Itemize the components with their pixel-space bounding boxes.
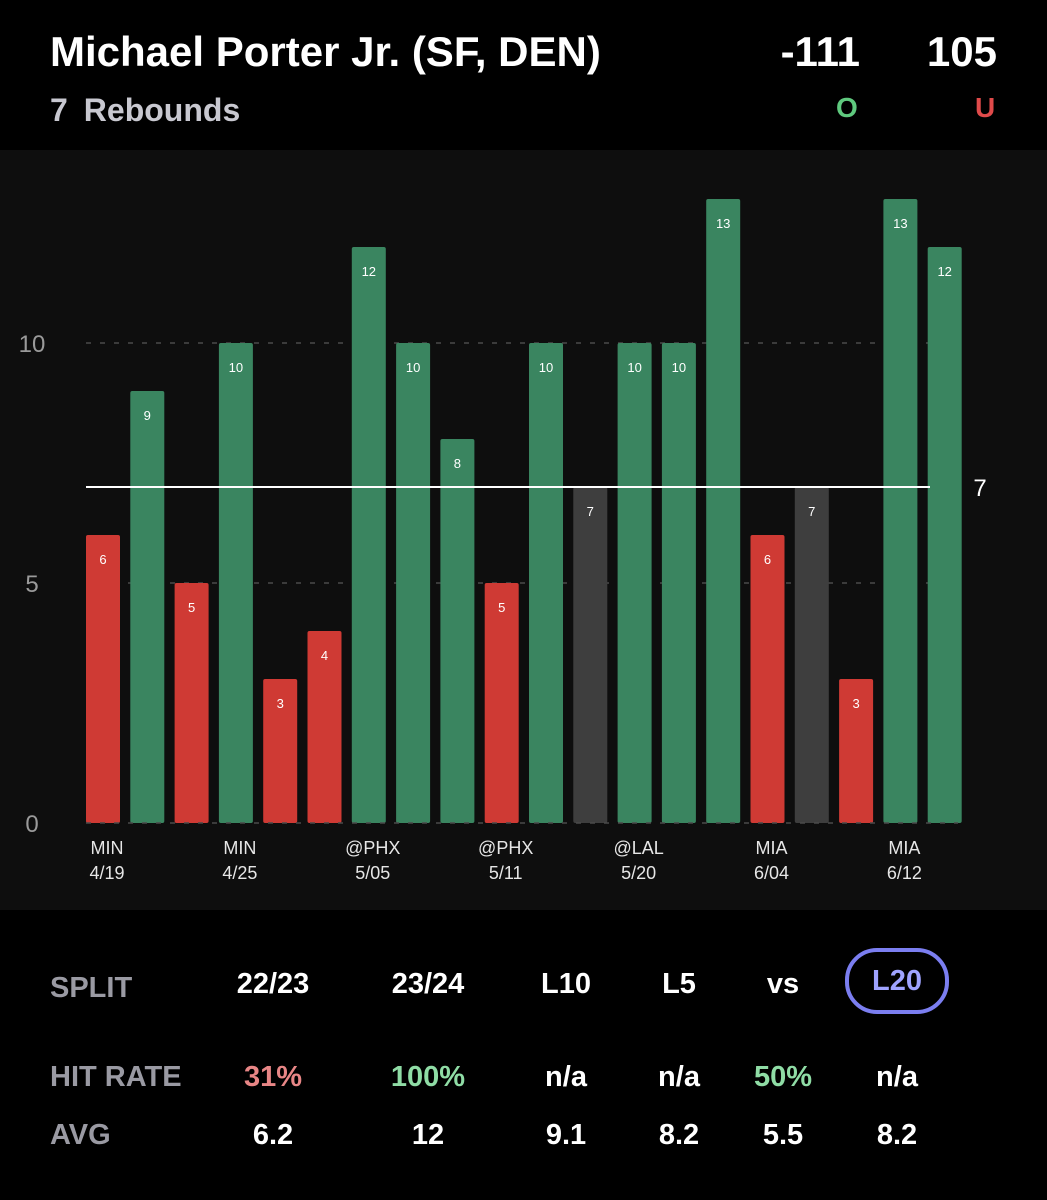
bar-game-15[interactable] [706,199,741,823]
bar-game-14[interactable] [661,343,696,823]
x-label-date: 5/20 [621,863,656,883]
split-tab-vs[interactable]: vs [766,968,800,1000]
bar-game-11[interactable] [529,343,563,823]
under-odds-button[interactable]: 105 [926,28,997,75]
x-label-opponent: @LAL [613,838,663,858]
x-label-date: 6/04 [754,863,789,883]
game-log-chart: 0 5 10 6 9 5 10 3 4 12 10 8 5 10 7 10 10 13 6 7 3 13 12 7 MIN 4/1… [0,150,1047,910]
over-odds-button[interactable]: -111 [780,28,860,75]
header: Michael Porter Jr. (SF, DEN) 7 Rebounds -… [0,0,1047,150]
x-label-date: 4/19 [89,863,124,883]
under-label: U [975,92,996,123]
bar-game-13[interactable] [617,343,652,823]
bar-game-20[interactable] [927,247,962,823]
avg-row-label: AVG [50,1119,111,1151]
x-label-date: 5/05 [355,863,390,883]
bar-value-label: 4 [321,648,328,663]
bar-game-2[interactable] [130,391,165,823]
bar-value-label: 10 [229,360,243,375]
bar-game-1[interactable] [86,535,120,823]
bar-value-label: 12 [362,264,376,279]
hit-rate-value: 50% [753,1061,813,1093]
y-tick-label: 5 [25,571,38,598]
bar-value-label: 5 [498,600,505,615]
hit-rate-value: n/a [876,1061,918,1093]
y-tick-label: 10 [19,331,46,358]
avg-value: 8.2 [658,1119,700,1151]
bar-game-10[interactable] [484,583,519,823]
avg-value: 12 [411,1119,445,1151]
bar-game-6[interactable] [307,631,342,823]
split-tab-L5[interactable]: L5 [662,968,696,1000]
x-label-opponent: @PHX [345,838,400,858]
split-tab-L10[interactable]: L10 [541,968,591,1000]
bar-value-label: 10 [672,360,686,375]
bar-game-3[interactable] [174,583,209,823]
player-name: Michael Porter Jr. (SF, DEN) [50,28,601,75]
x-label-opponent: MIA [888,838,920,858]
bar-value-label: 10 [406,360,420,375]
bar-game-17[interactable] [794,487,829,823]
x-label-date: 6/12 [887,863,922,883]
split-tab-2223[interactable]: 22/23 [236,968,310,1000]
avg-value: 9.1 [545,1119,587,1151]
bar-game-12[interactable] [573,487,608,823]
bar-game-8[interactable] [396,343,431,823]
x-label-opponent: MIA [755,838,787,858]
bar-game-4[interactable] [218,343,253,823]
avg-value: 6.2 [252,1119,294,1151]
avg-value: 5.5 [762,1119,804,1151]
bar-value-label: 13 [893,216,907,231]
bar-value-label: 12 [937,264,951,279]
x-label-opponent: MIN [223,838,256,858]
bar-value-label: 9 [144,408,151,423]
bar-game-19[interactable] [883,199,918,823]
splits-table: SPLIT HIT RATE AVG 22/23 31% 6.2 23/24 100% 1… [0,910,1047,1200]
bar-value-label: 5 [188,600,195,615]
bar-value-label: 13 [716,216,730,231]
hit-rate-value: 31% [243,1061,303,1093]
bar-game-9[interactable] [440,439,475,823]
prop-line: 7 Rebounds [50,92,240,129]
split-tab-L20[interactable]: L20 [845,948,949,1014]
bar-value-label: 10 [539,360,553,375]
bar-value-label: 7 [587,504,594,519]
prop-stat: Rebounds [83,92,241,128]
over-label: O [836,92,858,123]
bar-value-label: 6 [764,552,771,567]
bar-game-16[interactable] [750,535,785,823]
bar-game-5[interactable] [263,679,298,823]
hit-rate-row-label: HIT RATE [50,1061,182,1093]
x-label-date: 5/11 [489,863,523,883]
split-row-label: SPLIT [50,972,133,1004]
bar-value-label: 3 [277,696,284,711]
prop-line-label: 7 [973,475,986,502]
bar-chart-svg: 0 5 10 6 9 5 10 3 4 12 10 8 5 10 7 10 10 13 6 7 3 13 12 7 MIN 4/1… [19,199,987,883]
x-label-opponent: @PHX [478,838,533,858]
hit-rate-value: 100% [390,1061,466,1093]
avg-value: 8.2 [876,1119,918,1151]
y-tick-label: 0 [25,811,38,838]
x-label-opponent: MIN [91,838,124,858]
hit-rate-value: n/a [658,1061,700,1093]
prop-line-value: 7 [50,92,68,128]
bar-value-label: 7 [808,504,815,519]
bar-value-label: 8 [454,456,461,471]
bar-value-label: 10 [627,360,641,375]
bar-game-7[interactable] [351,247,386,823]
hit-rate-value: n/a [545,1061,587,1093]
split-tab-2324[interactable]: 23/24 [391,968,465,1000]
bar-value-label: 6 [99,552,106,567]
x-label-date: 4/25 [222,863,257,883]
bar-value-label: 3 [852,696,859,711]
bar-game-18[interactable] [839,679,874,823]
